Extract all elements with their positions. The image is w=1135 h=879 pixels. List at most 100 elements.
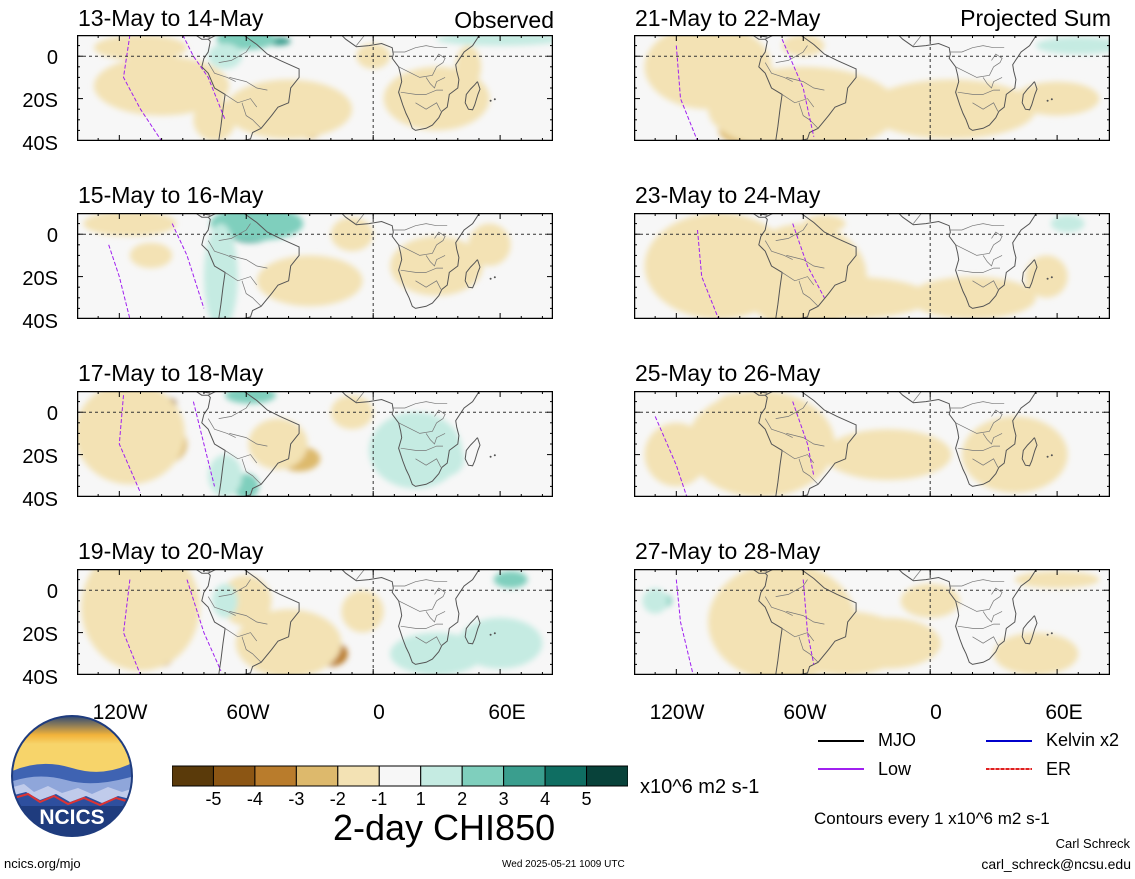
colorbar-swatch — [172, 765, 214, 787]
low-contour — [192, 401, 215, 487]
country-border — [913, 569, 936, 580]
colorbar-swatch — [295, 765, 339, 787]
coastline — [751, 213, 766, 218]
contours-note: Contours every 1 x10^6 m2 s-1 — [814, 809, 1050, 828]
country-border — [972, 458, 999, 468]
country-border — [955, 422, 994, 434]
country-border — [798, 636, 819, 663]
country-border — [229, 433, 268, 447]
map-panel-13-may — [77, 35, 553, 141]
lat-label-40s: 40S — [22, 311, 58, 333]
anomaly-shading — [330, 395, 374, 430]
country-border — [957, 267, 1000, 273]
colorbar-tick-label: -5 — [205, 789, 222, 809]
lon-label-60e: 60E — [1045, 701, 1083, 724]
country-border — [207, 240, 236, 260]
country-border — [398, 600, 437, 612]
coastline — [464, 437, 481, 467]
country-border — [764, 240, 793, 260]
country-border — [957, 445, 1000, 451]
low-contour — [697, 229, 720, 319]
country-border — [781, 272, 815, 286]
colorbar — [172, 765, 628, 787]
coastline — [897, 35, 1037, 131]
footer-url: ncics.org/mjo — [4, 856, 81, 871]
country-border — [982, 611, 1003, 623]
colorbar-tick-label: 1 — [415, 789, 426, 809]
author-name: Carl Schreck — [1055, 836, 1130, 851]
author-email: carl_schreck@ncsu.edu — [981, 856, 1131, 872]
panel-title-left-3: 17-May to 18-May — [78, 360, 264, 386]
low-contour — [675, 579, 694, 675]
anomaly-shading — [256, 255, 363, 307]
colorbar-swatch — [212, 765, 256, 787]
country-border — [356, 35, 379, 46]
coastline — [340, 569, 480, 665]
colorbar-swatch — [586, 765, 628, 787]
country-border — [775, 579, 808, 597]
country-border — [798, 458, 819, 485]
map-panel-19-may — [77, 569, 553, 675]
coastline — [751, 391, 766, 396]
kelvin-legend-label: Kelvin x2 — [1046, 730, 1120, 750]
anomaly-shading — [750, 113, 878, 141]
country-border — [241, 636, 262, 663]
lat-label-20s: 20S — [22, 90, 58, 112]
anomaly-shading — [493, 571, 528, 589]
anomaly-shading — [468, 223, 511, 266]
country-border — [392, 401, 448, 409]
country-border — [775, 45, 808, 63]
country-border — [400, 445, 443, 451]
colorbar-tick-label: 2 — [457, 789, 468, 809]
projected-sum-label: Projected Sum — [960, 5, 1111, 31]
anomaly-shading — [961, 416, 1068, 493]
kelvin-legend-line — [986, 740, 1032, 742]
panel-title-left-2: 15-May to 16-May — [78, 182, 264, 208]
low-contour — [182, 35, 226, 120]
coastline — [758, 213, 857, 319]
country-border — [218, 579, 251, 597]
coastline — [201, 35, 300, 141]
anomaly-shading — [824, 429, 952, 480]
low-contour — [802, 579, 815, 665]
low-contour — [118, 395, 141, 493]
anomaly-shading — [782, 35, 825, 57]
anomaly-shading — [803, 215, 846, 233]
country-border — [949, 223, 1005, 231]
country-border — [218, 401, 251, 419]
lat-label-40s: 40S — [22, 133, 58, 155]
mjo-legend-label: MJO — [878, 730, 916, 750]
anomaly-shading — [83, 213, 177, 237]
lat-label-20s: 20S — [22, 446, 58, 468]
lon-label-60w: 60W — [226, 701, 270, 724]
lat-label-0: 0 — [46, 225, 58, 247]
country-border — [425, 255, 446, 267]
country-border — [764, 596, 793, 616]
country-border — [798, 280, 819, 307]
country-border — [400, 89, 443, 95]
map-panel-25-may — [634, 391, 1110, 497]
country-border — [218, 223, 251, 241]
country-border — [400, 267, 443, 273]
coastline — [1021, 437, 1038, 467]
anomaly-shading — [330, 217, 374, 252]
country-border — [207, 418, 236, 438]
low-legend-label: Low — [878, 759, 912, 779]
anomaly-shading — [436, 35, 553, 46]
low-legend-line — [818, 768, 864, 770]
country-border — [224, 272, 258, 286]
country-border — [955, 600, 994, 612]
anomaly-shading — [686, 391, 835, 497]
country-border — [392, 45, 448, 53]
country-border — [972, 102, 999, 112]
anomaly-shading — [993, 632, 1079, 675]
low-contour — [792, 223, 825, 299]
country-border — [398, 244, 437, 256]
anomaly-shading — [129, 242, 173, 269]
ncics-logo: NCICS — [11, 715, 133, 837]
coastline — [1021, 615, 1038, 645]
coastline — [464, 615, 481, 645]
panel-title-right-1: 21-May to 22-May — [635, 5, 821, 31]
anomaly-shading — [1014, 81, 1100, 116]
footer-timestamp: Wed 2025-05-21 1009 UTC — [502, 859, 625, 870]
